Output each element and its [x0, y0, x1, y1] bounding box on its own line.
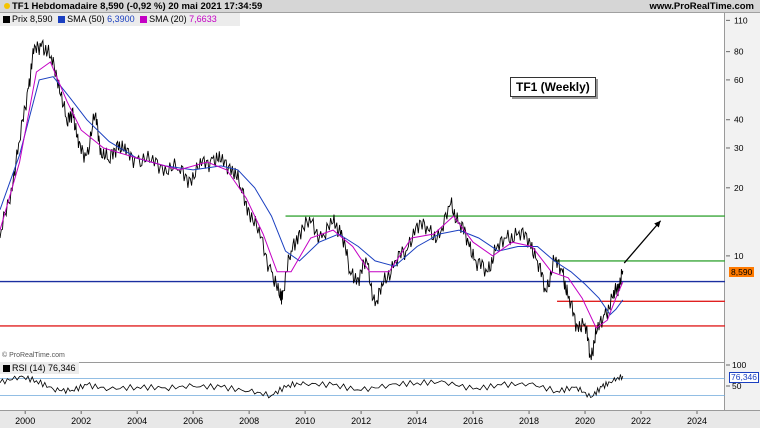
indicator-legend: Prix 8,590 SMA (50) 6,3900 SMA (20) 7,66… [0, 13, 240, 26]
rsi-panel[interactable] [0, 362, 725, 410]
rsi-chart [0, 374, 725, 399]
legend-price-label: Prix [12, 14, 28, 24]
rsi-legend-value: 76,346 [48, 363, 76, 373]
x-axis[interactable]: 2000 2002 2004 2006 2008 2010 2012 2014 2016 2018… [0, 410, 760, 428]
rsi-legend-label: RSI (14) [12, 363, 46, 373]
x-tick-label: 2022 [631, 416, 651, 426]
legend-sma50[interactable]: SMA (50) 6,3900 [55, 13, 135, 26]
x-tick-label: 2012 [351, 416, 371, 426]
last-price-tag: 8,590 [729, 267, 755, 277]
sma50-swatch-icon [58, 16, 66, 24]
legend-price[interactable]: Prix 8,590 [0, 13, 53, 26]
price-swatch-icon [3, 16, 10, 24]
legend-sma20-value: 7,6633 [189, 14, 217, 24]
rsi-y-tick-label: 50 [732, 381, 742, 391]
sma20-swatch-icon [140, 16, 148, 24]
rsi-y-tick-label: 100 [732, 360, 746, 370]
price-chart [0, 38, 725, 361]
chart-title-box[interactable]: TF1 (Weekly) [510, 77, 596, 97]
y-axis-ticks: 110 80 60 40 30 20 10 100 50 [726, 15, 748, 391]
brand-link[interactable]: www.ProRealTime.com [649, 1, 754, 12]
y-tick-label: 110 [734, 15, 748, 25]
status-dot-icon [4, 3, 10, 10]
legend-sma20-label: SMA (20) [149, 14, 187, 24]
y-tick-label: 40 [734, 115, 744, 125]
x-tick-label: 2000 [15, 416, 35, 426]
legend-sma20[interactable]: SMA (20) 7,6633 [137, 13, 217, 26]
y-tick-label: 80 [734, 47, 744, 57]
trend-arrow-shaft [623, 220, 662, 264]
x-tick-label: 2018 [519, 416, 539, 426]
rsi-swatch-icon [3, 365, 10, 373]
rsi-series-line [0, 374, 624, 399]
sma20-series-line [0, 61, 624, 329]
x-tick-label: 2006 [183, 416, 203, 426]
x-tick-label: 2020 [575, 416, 595, 426]
x-tick-label: 2002 [71, 416, 91, 426]
rsi-value-tag: 76,346 [729, 372, 759, 383]
y-tick-label: 10 [734, 251, 744, 261]
price-plot-area[interactable] [0, 13, 725, 362]
rsi-legend[interactable]: RSI (14) 76,346 [0, 362, 79, 374]
copyright-text: © ProRealTime.com [2, 352, 65, 359]
x-tick-label: 2024 [687, 416, 707, 426]
legend-sma50-label: SMA (50) [67, 14, 105, 24]
chart-header-title: TF1 Hebdomadaire 8,590 (-0,92 %) 20 mai … [4, 0, 262, 13]
legend-price-value: 8,590 [30, 14, 53, 24]
legend-sma50-value: 6,3900 [107, 14, 135, 24]
header-title-text: TF1 Hebdomadaire 8,590 (-0,92 %) 20 mai … [12, 1, 263, 12]
x-tick-label: 2016 [463, 416, 483, 426]
y-tick-label: 60 [734, 75, 744, 85]
sma50-series-line [0, 76, 624, 316]
trend-arrow-icon [654, 220, 661, 228]
top-bar: TF1 Hebdomadaire 8,590 (-0,92 %) 20 mai … [0, 0, 760, 13]
price-series-line [0, 38, 624, 361]
y-tick-label: 20 [734, 183, 744, 193]
y-axis[interactable]: 110 80 60 40 30 20 10 100 50 [726, 13, 760, 410]
y-tick-label: 30 [734, 143, 744, 153]
x-axis-ticks: 2000 2002 2004 2006 2008 2010 2012 2014 2016 2018… [15, 411, 707, 426]
x-tick-label: 2014 [407, 416, 427, 426]
x-tick-label: 2004 [127, 416, 147, 426]
x-tick-label: 2008 [239, 416, 259, 426]
x-tick-label: 2010 [295, 416, 315, 426]
